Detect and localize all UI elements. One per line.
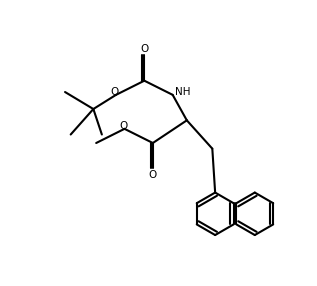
Text: O: O	[119, 121, 127, 131]
Text: O: O	[149, 170, 157, 180]
Text: O: O	[140, 44, 148, 54]
Text: NH: NH	[176, 87, 191, 97]
Text: O: O	[111, 87, 119, 97]
